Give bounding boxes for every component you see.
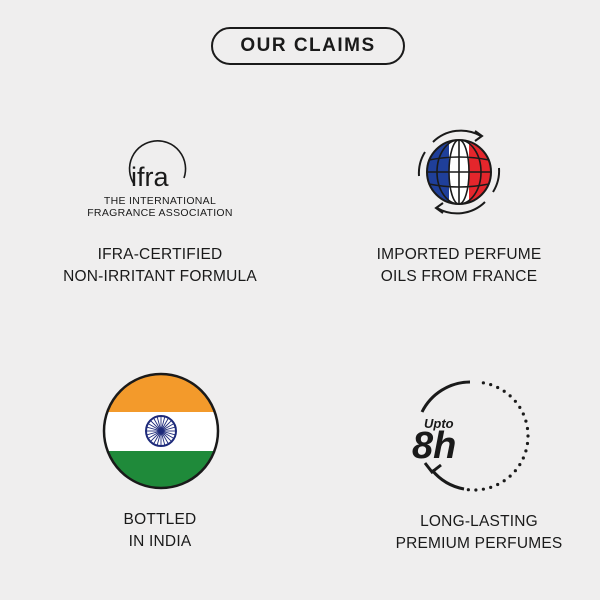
- claim-caption-line-2: NON-IRRITANT FORMULA: [63, 268, 257, 285]
- badge-hours-text: 8h: [412, 425, 456, 467]
- claim-caption: BOTTLED IN INDIA: [20, 509, 300, 553]
- badge-upto-text: Upto: [424, 416, 454, 431]
- claim-caption: IMPORTED PERFUME OILS FROM FRANCE: [319, 244, 599, 288]
- claim-caption-line-2: OILS FROM FRANCE: [380, 268, 538, 285]
- claim-caption: IFRA-CERTIFIED NON-IRRITANT FORMULA: [20, 244, 300, 288]
- india-flag-icon: [102, 372, 220, 490]
- clock-8h-icon: Upto 8h: [412, 380, 530, 492]
- ashoka-chakra-icon: [145, 415, 177, 447]
- claim-caption-line-1: LONG-LASTING: [420, 513, 538, 530]
- france-globe-icon: [417, 129, 501, 215]
- claim-caption-line-1: IMPORTED PERFUME: [376, 246, 542, 263]
- claim-caption-line-2: PREMIUM PERFUMES: [395, 535, 563, 552]
- ifra-association-text: THE INTERNATIONAL FRAGRANCE ASSOCIATION: [70, 195, 250, 219]
- claim-caption-line-2: IN INDIA: [128, 533, 192, 550]
- claim-caption: LONG-LASTING PREMIUM PERFUMES: [339, 511, 600, 555]
- ifra-logo-icon: ifra: [128, 140, 187, 192]
- ifra-association-line-2: FRAGRANCE ASSOCIATION: [87, 207, 233, 219]
- claim-caption-line-1: BOTTLED: [123, 511, 197, 528]
- ifra-wordmark: ifra: [131, 162, 169, 192]
- ifra-association-line-1: THE INTERNATIONAL: [103, 195, 217, 207]
- section-title: OUR CLAIMS: [211, 27, 405, 65]
- claim-caption-line-1: IFRA-CERTIFIED: [97, 246, 223, 263]
